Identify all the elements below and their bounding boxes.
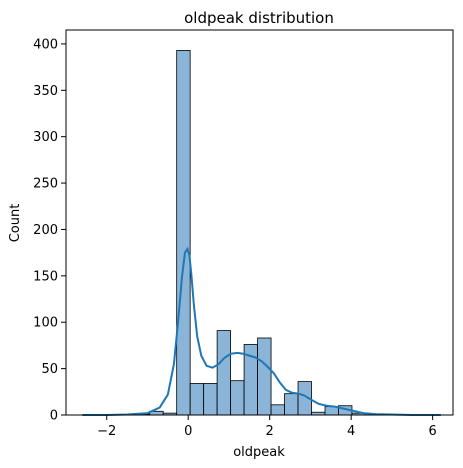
- y-tick-label: 50: [41, 362, 58, 377]
- histogram-bar: [190, 383, 203, 415]
- histogram-bar: [231, 381, 244, 415]
- chart-title: oldpeak distribution: [184, 9, 334, 27]
- y-tick-label: 100: [33, 316, 58, 331]
- x-tick-label: 2: [266, 424, 274, 439]
- y-tick-label: 300: [33, 130, 58, 145]
- x-axis-ticks: −2 0 2 4 6: [97, 415, 437, 439]
- y-axis-ticks: 0 50 100 150 200 250 300 350 400: [33, 37, 66, 423]
- x-tick-label: −2: [97, 424, 116, 439]
- x-tick-label: 4: [347, 424, 355, 439]
- histogram-bar: [271, 405, 284, 415]
- x-axis-label: oldpeak: [233, 445, 285, 460]
- histogram-bar: [217, 331, 230, 415]
- histogram-bar: [204, 383, 217, 415]
- x-tick-label: 0: [184, 424, 192, 439]
- x-tick-label: 6: [428, 424, 436, 439]
- y-tick-label: 250: [33, 177, 58, 192]
- y-tick-label: 400: [33, 37, 58, 52]
- histogram-bar: [285, 394, 298, 415]
- y-tick-label: 150: [33, 269, 58, 284]
- y-tick-label: 200: [33, 223, 58, 238]
- y-tick-label: 350: [33, 84, 58, 99]
- histogram-bar: [177, 50, 190, 415]
- y-tick-label: 0: [50, 409, 58, 424]
- y-axis-label: Count: [8, 204, 23, 243]
- histogram-bars: [136, 50, 365, 415]
- histogram-bar: [258, 338, 271, 415]
